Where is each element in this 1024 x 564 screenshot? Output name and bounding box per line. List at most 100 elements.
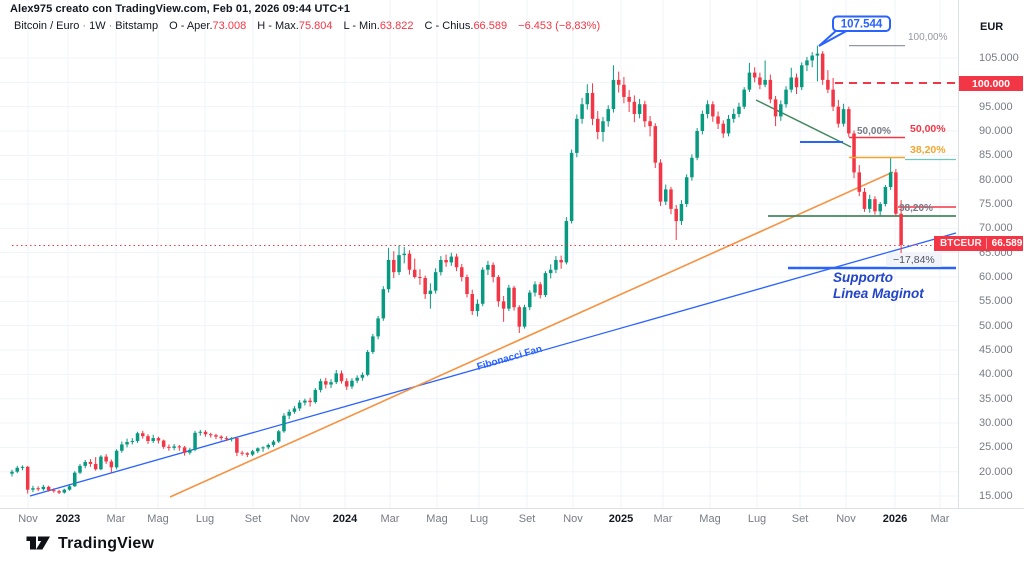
candle-body [365, 351, 370, 375]
candle-body [151, 438, 155, 442]
x-tick-label: 2025 [608, 513, 634, 525]
candle-body [616, 79, 621, 85]
candle-body [862, 191, 867, 209]
candle-body [188, 449, 192, 453]
candle-body [167, 446, 171, 448]
price-callout[interactable]: 107.544 [818, 15, 891, 47]
candle-body [303, 400, 307, 403]
candle-body [350, 380, 354, 387]
candle-body [841, 109, 846, 124]
y-tick-label: 30.000 [979, 417, 1013, 430]
last-price-symbol: BTCEUR [934, 238, 987, 249]
trend-drawings[interactable] [29, 99, 957, 498]
trendline-green-descending[interactable] [755, 99, 852, 148]
grid [0, 0, 958, 508]
candle-body [287, 411, 291, 416]
candle-body [381, 289, 386, 319]
x-tick-label: Lug [469, 513, 489, 525]
candle-body [334, 373, 339, 383]
candle-body [731, 113, 736, 119]
candle-body [31, 488, 35, 490]
symbol-name[interactable]: Bitcoin / Euro [14, 20, 80, 32]
candle-body [637, 104, 642, 114]
candle-body [36, 488, 40, 490]
candle-body [449, 256, 454, 263]
chart-pane[interactable]: 100,00% 50,00% 50,00% 38,20% 38,20% Fibonacci… [0, 0, 958, 508]
candle-body [88, 461, 93, 464]
time-scale[interactable]: Nov 2023 Mar Mag Lug Set Nov 2024 Mar Mag Lug Set No… [0, 508, 1024, 531]
candle-body [486, 264, 490, 270]
candle-body [78, 465, 82, 473]
candle-body [219, 436, 223, 439]
candle-body [590, 93, 595, 119]
level-drawings[interactable] [12, 44, 956, 246]
fib-100-label[interactable]: 100,00% [908, 32, 948, 43]
fib2-382-label[interactable]: 38,20% [899, 203, 933, 214]
candle-body [392, 259, 396, 273]
candle-body [146, 436, 150, 442]
candle-body [548, 269, 553, 274]
fib-50-label[interactable]: 50,00% [910, 123, 946, 135]
candle-body [669, 189, 673, 209]
x-tick-label: 2024 [332, 513, 358, 525]
candle-body [67, 486, 72, 490]
percent-change-measure-label[interactable]: −17,84% [886, 253, 942, 267]
candle-body [522, 307, 527, 327]
candle-body [339, 373, 344, 382]
x-tick-label: Mar [653, 513, 673, 525]
interval[interactable]: 1W [89, 20, 106, 32]
candle-body [376, 318, 380, 337]
tradingview-logo-icon [26, 536, 50, 550]
low-label: L - Min. [343, 20, 380, 32]
candle-body [622, 84, 626, 97]
y-tick-label: 15.000 [979, 490, 1013, 503]
fib-50-label-left[interactable]: 50,00% [857, 126, 891, 137]
candle-body [120, 444, 124, 451]
x-tick-label: Mag [699, 513, 721, 525]
trendline-orange[interactable] [169, 171, 894, 498]
candle-body [208, 434, 213, 436]
maginot-support-text[interactable]: Supporto Linea Maginot [833, 270, 924, 302]
candle-body [46, 486, 51, 491]
candle-body [454, 256, 459, 268]
candle-body [632, 101, 637, 114]
candle-body [496, 277, 501, 302]
candle-body [805, 60, 809, 66]
candle-body [465, 277, 469, 295]
candle-body [41, 486, 46, 490]
tradingview-logo[interactable]: TradingView [26, 534, 154, 553]
candle-body [460, 267, 464, 278]
candle-body [826, 79, 830, 90]
candle-body [418, 277, 422, 279]
candle-body [752, 72, 757, 78]
low-value: 63.822 [379, 20, 414, 32]
candle-body [444, 259, 448, 263]
candle-body [653, 126, 658, 163]
candle-body [507, 287, 511, 309]
candle-body [240, 452, 244, 454]
x-tick-label: 2026 [882, 513, 908, 525]
candle-body [690, 157, 694, 178]
candle-body [130, 441, 135, 443]
candle-body [888, 172, 893, 187]
y-tick-label: 95.000 [979, 100, 1013, 113]
candle-body [198, 431, 203, 433]
fibonacci-fan-label[interactable]: Fibonacci Fan [476, 344, 544, 373]
candle-body [397, 255, 401, 273]
open-value: 73.008 [212, 20, 247, 32]
candle-body [62, 489, 67, 493]
y-tick-label: 85.000 [979, 149, 1013, 162]
candle-body [433, 272, 438, 291]
x-tick-label: Lug [195, 513, 215, 525]
candle-body [569, 152, 574, 222]
fib-382-label[interactable]: 38,20% [910, 144, 946, 156]
candle-body [224, 438, 229, 440]
y-tick-label: 45.000 [979, 344, 1013, 357]
candle-body [475, 303, 480, 312]
candle-body [627, 96, 631, 102]
candle-body [564, 221, 569, 263]
candle-body [501, 301, 506, 309]
candle-body [52, 490, 56, 492]
candle-body [559, 259, 563, 263]
y-tick-label: 35.000 [979, 392, 1013, 405]
